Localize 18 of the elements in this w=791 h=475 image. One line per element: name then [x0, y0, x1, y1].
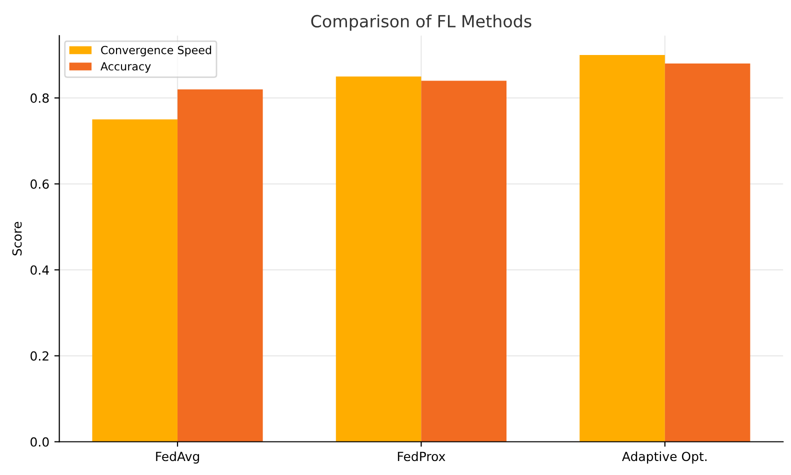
bar	[580, 54, 665, 442]
y-tick-label: 0.2	[30, 351, 48, 361]
x-tick-label: Adaptive Opt.	[622, 451, 707, 464]
bar	[664, 64, 750, 442]
bar	[336, 76, 422, 442]
bar	[421, 80, 506, 442]
chart-title: Comparison of FL Methods	[311, 14, 532, 31]
y-tick-label: 0.8	[30, 93, 49, 103]
bar	[92, 119, 178, 442]
legend-label: Convergence Speed	[101, 46, 212, 56]
y-tick-label: 0.6	[30, 179, 49, 189]
legend-label: Accuracy	[100, 62, 151, 73]
y-axis-title: Score	[12, 222, 22, 256]
x-tick-label: FedAvg	[156, 451, 200, 464]
bar	[178, 89, 263, 442]
y-tick-label: 0.4	[30, 265, 49, 275]
y-tick-label: 0.0	[30, 437, 49, 447]
x-tick-label: FedProx	[398, 451, 446, 462]
